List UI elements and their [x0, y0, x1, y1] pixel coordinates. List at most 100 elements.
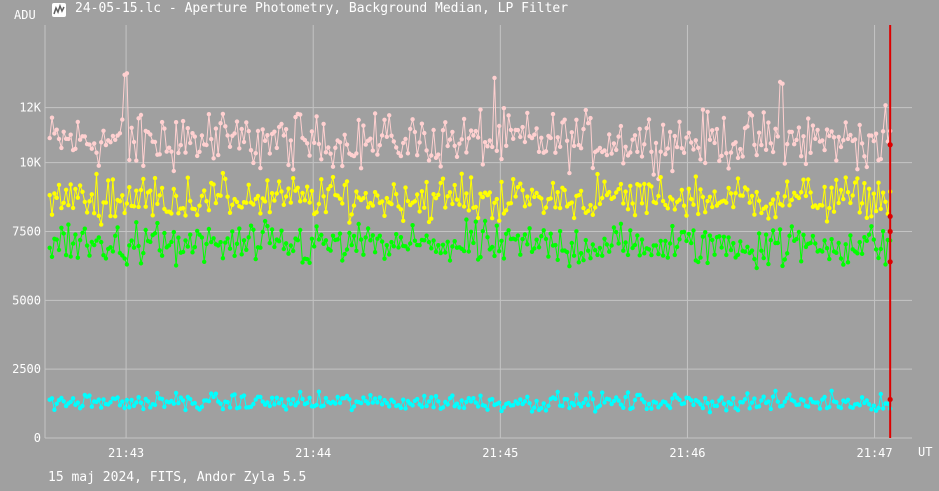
data-point	[735, 155, 741, 161]
data-point	[269, 395, 275, 400]
data-point	[578, 146, 584, 151]
data-point	[190, 250, 195, 255]
data-point	[518, 134, 523, 140]
data-point	[49, 396, 55, 401]
data-point	[314, 224, 319, 229]
data-point	[546, 403, 551, 408]
data-point	[810, 123, 816, 128]
data-point	[665, 146, 670, 151]
data-point	[684, 238, 689, 244]
data-point	[417, 243, 422, 248]
data-point	[405, 151, 411, 156]
data-point	[377, 395, 382, 400]
data-point	[667, 241, 673, 246]
data-point	[394, 191, 399, 197]
data-point	[681, 203, 687, 208]
data-point	[164, 149, 169, 154]
data-point	[880, 129, 886, 134]
data-point	[534, 398, 539, 404]
data-point	[258, 245, 263, 250]
data-point	[272, 129, 277, 134]
data-point	[309, 236, 315, 241]
data-point	[138, 261, 144, 266]
cursor-marker	[887, 228, 893, 235]
data-point	[288, 138, 293, 143]
data-point	[173, 193, 179, 199]
data-point	[417, 209, 422, 214]
data-point	[141, 176, 146, 182]
data-point	[89, 192, 95, 197]
data-point	[478, 254, 483, 260]
data-point	[670, 223, 675, 229]
data-point	[815, 400, 820, 405]
data-point	[728, 247, 734, 253]
data-point	[738, 239, 743, 244]
data-point	[183, 238, 188, 243]
data-point	[461, 116, 467, 122]
data-point	[588, 256, 593, 261]
data-point	[763, 147, 769, 152]
data-point	[122, 405, 127, 411]
data-point	[801, 134, 806, 139]
data-point	[110, 177, 116, 182]
data-point	[614, 190, 619, 195]
data-point	[850, 405, 855, 410]
data-point	[761, 394, 766, 399]
data-point	[492, 200, 497, 205]
data-point	[780, 403, 785, 408]
data-point	[845, 190, 851, 195]
data-point	[593, 248, 598, 253]
data-point	[628, 150, 633, 155]
data-point	[101, 128, 106, 133]
data-point	[410, 223, 415, 228]
data-point	[382, 213, 387, 218]
data-point	[583, 107, 588, 113]
data-point	[543, 236, 549, 242]
data-point	[646, 401, 652, 407]
data-point	[251, 202, 256, 207]
data-point	[696, 259, 701, 265]
data-point	[286, 186, 291, 191]
data-point	[607, 249, 612, 254]
cursor-marker	[887, 213, 893, 219]
data-point	[663, 400, 668, 405]
data-point	[674, 144, 680, 150]
data-point	[829, 129, 834, 134]
data-point	[590, 242, 595, 247]
data-point	[429, 153, 434, 158]
data-point	[571, 253, 577, 258]
data-point	[321, 194, 326, 199]
data-point	[770, 149, 776, 155]
data-point	[459, 171, 464, 176]
data-point	[885, 401, 890, 406]
data-point	[600, 195, 605, 201]
data-point	[286, 162, 291, 168]
data-point	[710, 237, 715, 243]
data-point	[609, 401, 614, 407]
data-point	[670, 396, 675, 401]
data-point	[108, 400, 113, 405]
data-point	[113, 233, 118, 238]
data-point	[389, 239, 394, 245]
data-point	[681, 229, 687, 235]
data-point	[618, 221, 624, 226]
data-point	[363, 142, 368, 147]
data-point	[260, 229, 265, 235]
data-point	[295, 400, 300, 405]
data-point	[644, 210, 649, 216]
data-point	[677, 197, 682, 203]
data-point	[276, 124, 282, 130]
data-point	[295, 185, 300, 190]
data-point	[834, 250, 839, 255]
data-point	[286, 251, 291, 256]
light-curve-icon[interactable]	[52, 3, 66, 17]
data-point	[300, 260, 305, 265]
data-point	[387, 113, 392, 118]
data-point	[808, 396, 813, 402]
data-point	[534, 190, 539, 196]
data-point	[401, 140, 406, 146]
data-point	[607, 397, 612, 402]
data-point	[276, 179, 282, 184]
data-point	[272, 198, 277, 203]
